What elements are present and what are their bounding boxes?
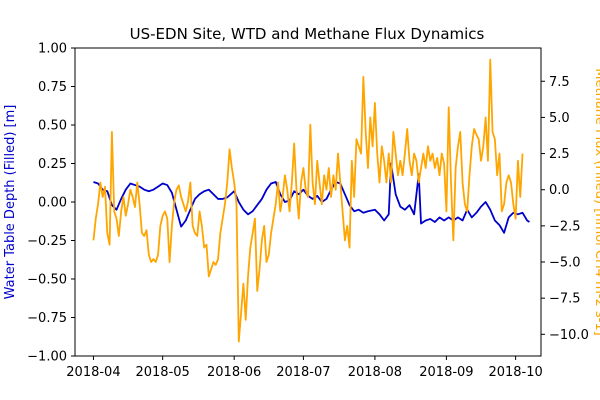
y-left-tick-label: 0.50 xyxy=(38,119,67,134)
y-right-tick-label: −5.0 xyxy=(549,256,581,271)
y-left-tick-label: 0.75 xyxy=(38,80,67,95)
x-tick-label: 2018-08 xyxy=(348,365,402,380)
y-right-tick-label: 0.0 xyxy=(549,183,570,198)
y-right-tick-label: −7.5 xyxy=(549,292,581,307)
x-tick-label: 2018-06 xyxy=(207,365,261,380)
x-tick-label: 2018-05 xyxy=(135,365,189,380)
x-tick-label: 2018-09 xyxy=(419,365,473,380)
x-tick-label: 2018-04 xyxy=(66,365,120,380)
y-right-tick-label: 2.5 xyxy=(549,147,570,162)
y-left-tick-label: −0.50 xyxy=(27,273,67,288)
plot-frame xyxy=(74,47,542,357)
y-left-tick-label: −1.00 xyxy=(27,350,67,365)
x-axis: 2018-04 2018-05 2018-06 2018-07 2018-08 2018-… xyxy=(66,356,543,380)
x-tick-label: 2018-07 xyxy=(276,365,330,380)
y-left-tick-label: 1.00 xyxy=(38,42,67,57)
y-axis-left: −1.00 −0.75 −0.50 −0.25 0.00 0.25 0.50 0.75 1.00 xyxy=(27,42,75,365)
y-left-tick-label: 0.25 xyxy=(38,157,67,172)
series-layer xyxy=(92,58,530,343)
y-axis-right: −10.0 −7.5 −5.0 −2.5 0.0 2.5 5.0 7.5 xyxy=(541,75,589,343)
x-tick-label: 2018-10 xyxy=(488,365,542,380)
y-axis-left-label: Water Table Depth (Filled) [m] xyxy=(3,105,18,300)
methane-flux-line xyxy=(92,58,524,343)
y-left-tick-label: −0.25 xyxy=(27,234,67,249)
y-right-tick-label: −10.0 xyxy=(549,328,589,343)
y-right-tick-label: −2.5 xyxy=(549,219,581,234)
y-left-tick-label: 0.00 xyxy=(38,196,67,211)
chart-title: US-EDN Site, WTD and Methane Flux Dynami… xyxy=(130,25,485,43)
plot-area xyxy=(74,47,542,357)
y-axis-right-label: Methane Flux (Filled) [nmol CH4 m-2 s-1] xyxy=(592,68,600,335)
y-right-tick-label: 5.0 xyxy=(549,111,570,126)
y-right-tick-label: 7.5 xyxy=(549,75,570,90)
y-left-tick-label: −0.75 xyxy=(27,311,67,326)
